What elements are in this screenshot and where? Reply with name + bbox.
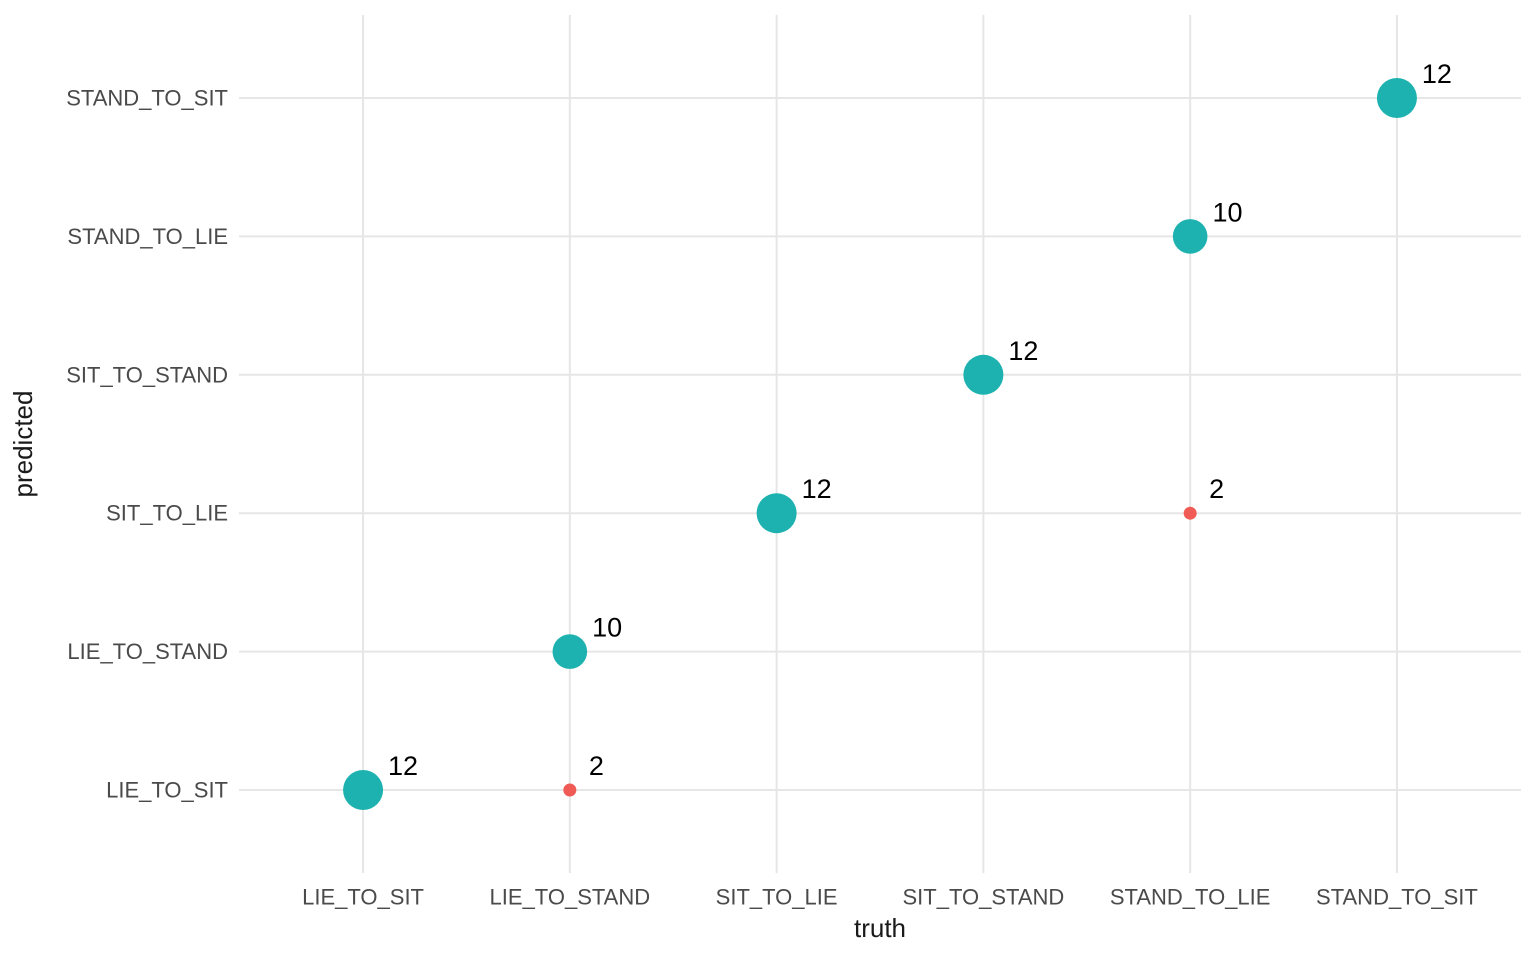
data-point [343,769,384,810]
point-labels-layer: 12 2 10 12 12 2 10 12 [388,59,1452,781]
data-point [1183,506,1197,520]
x-tick-label: STAND_TO_LIE [1110,885,1271,910]
y-axis-title: predicted [8,391,38,498]
data-point [1376,78,1417,119]
point-count-label: 12 [1422,59,1452,89]
x-tick-label: SIT_TO_LIE [716,885,838,910]
point-count-label: 2 [1209,474,1224,504]
data-point [552,634,588,669]
data-point [963,354,1004,395]
x-tick-label: LIE_TO_STAND [490,885,651,910]
point-count-label: 12 [388,751,418,781]
gridlines-layer [239,15,1521,873]
point-count-label: 2 [589,751,604,781]
y-tick-label: LIE_TO_SIT [106,777,228,802]
x-axis-title: truth [854,913,906,943]
data-point [1172,219,1208,254]
y-tick-label: SIT_TO_STAND [66,362,228,387]
point-count-label: 10 [592,613,622,643]
y-axis-tick-labels: LIE_TO_SIT LIE_TO_STAND SIT_TO_LIE SIT_TO_S… [66,86,228,803]
points-layer [343,78,1417,810]
data-point [756,493,797,534]
y-tick-label: STAND_TO_LIE [67,224,228,249]
point-count-label: 12 [1008,336,1038,366]
x-axis-tick-labels: LIE_TO_SIT LIE_TO_STAND SIT_TO_LIE SIT_TO_S… [302,885,1478,910]
y-tick-label: LIE_TO_STAND [67,639,228,664]
point-count-label: 10 [1212,197,1242,227]
point-count-label: 12 [802,474,832,504]
x-tick-label: STAND_TO_SIT [1316,885,1478,910]
y-tick-label: SIT_TO_LIE [106,501,228,526]
y-tick-label: STAND_TO_SIT [66,86,228,111]
data-point [563,783,577,797]
x-tick-label: SIT_TO_STAND [902,885,1064,910]
x-tick-label: LIE_TO_SIT [302,885,424,910]
